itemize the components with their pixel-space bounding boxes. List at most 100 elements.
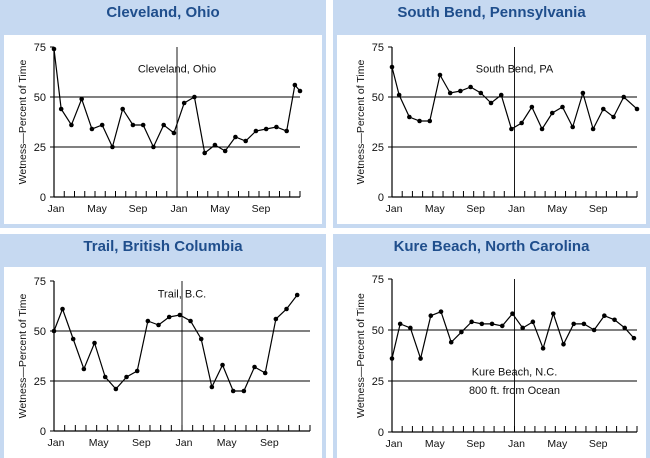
data-point <box>233 134 238 140</box>
x-tick-label: Sep <box>132 437 151 449</box>
x-tick-label: May <box>89 437 110 449</box>
data-point <box>621 94 627 100</box>
data-point <box>262 370 268 376</box>
x-tick-label: Jan <box>171 203 188 215</box>
data-point <box>634 106 640 112</box>
data-point <box>145 318 151 324</box>
data-point <box>550 311 556 316</box>
y-tick-label: 25 <box>34 142 46 154</box>
data-point <box>212 142 218 148</box>
data-point <box>397 321 403 327</box>
data-point <box>590 126 596 132</box>
data-point <box>602 313 607 319</box>
x-tick-label: May <box>217 437 238 449</box>
data-point <box>209 384 215 390</box>
data-point <box>438 309 444 314</box>
data-point <box>407 114 412 120</box>
series-line <box>391 310 635 361</box>
data-point <box>448 339 454 345</box>
data-point <box>241 388 247 394</box>
chart-title: Cleveland, Ohio <box>106 4 220 21</box>
data-point <box>253 128 259 134</box>
y-tick-label: 50 <box>372 325 384 337</box>
x-tick-label: May <box>87 203 108 215</box>
y-tick-label: 25 <box>34 376 46 388</box>
data-point <box>151 144 156 150</box>
data-point <box>70 336 76 342</box>
data-point <box>510 311 515 316</box>
y-tick-label: 25 <box>372 142 384 154</box>
plot-area: 0 25 50 75 Jan May Sep Jan May Sep Wetness—Percent… <box>4 35 322 224</box>
chart-panel-south-bend: South Bend, Pennsylvania 0 25 50 75 Jan May Se… <box>333 0 650 228</box>
x-tick-label: May <box>547 438 568 450</box>
x-tick-label: May <box>425 203 446 215</box>
data-point <box>530 319 536 325</box>
chart-annotation: Trail, B.C. <box>158 289 207 301</box>
data-point <box>468 84 473 90</box>
data-point <box>396 92 402 98</box>
x-tick-label: Jan <box>386 438 403 450</box>
y-tick-label: 75 <box>34 42 46 54</box>
data-point <box>570 124 575 130</box>
chart-annotation: South Bend, PA <box>476 64 554 76</box>
y-tick-label: 75 <box>372 42 384 54</box>
data-point <box>297 88 303 94</box>
data-point <box>89 126 95 132</box>
data-point <box>222 148 228 154</box>
y-axis-label: Wetness—Percent of Time <box>17 59 29 184</box>
data-point <box>58 106 64 112</box>
x-tick-label: Sep <box>589 203 608 215</box>
data-point <box>284 306 289 312</box>
data-point <box>130 122 136 128</box>
data-point <box>611 114 616 120</box>
data-point <box>113 386 119 392</box>
data-point <box>520 325 525 331</box>
chart-panel-kure-beach: Kure Beach, North Carolina 0 25 50 75 Jan May… <box>333 234 650 458</box>
chart-panel-trail: Trail, British Columbia 0 25 50 75 Jan May Sep… <box>0 234 326 458</box>
line-chart: 0 25 50 75 Jan May Sep Jan May Sep Wetness—Percent… <box>355 42 640 215</box>
data-point <box>408 325 413 331</box>
chart-annotation: 800 ft. from Ocean <box>469 385 560 397</box>
data-point <box>124 374 129 380</box>
x-tick-label: Sep <box>252 203 271 215</box>
data-point <box>447 90 453 96</box>
data-point <box>631 335 637 341</box>
y-axis-label: Wetness—Percent of Time <box>17 293 29 418</box>
data-point <box>51 328 57 334</box>
data-point <box>252 364 257 370</box>
data-point <box>489 321 495 327</box>
data-point <box>469 319 474 325</box>
data-point <box>273 316 279 322</box>
data-point <box>294 292 300 298</box>
chart-annotation: Cleveland, Ohio <box>138 64 216 76</box>
data-point <box>437 72 443 78</box>
data-point <box>612 317 617 323</box>
data-point <box>580 90 586 96</box>
data-point <box>202 150 207 156</box>
data-point <box>171 130 177 136</box>
chart-annotation: Kure Beach, N.C. <box>472 366 558 378</box>
x-tick-label: May <box>425 438 446 450</box>
chart-title: South Bend, Pennsylvania <box>397 4 586 21</box>
data-point <box>284 128 289 134</box>
data-point <box>389 356 395 361</box>
data-point <box>529 104 535 110</box>
line-chart: 0 25 50 75 Jan May Sep Jan May Sep Wetness—Percent… <box>355 274 638 450</box>
x-tick-label: Sep <box>129 203 148 215</box>
chart-panel-cleveland: Cleveland, Ohio 0 25 50 75 Jan May Sep Jan May Se… <box>0 0 326 228</box>
data-point <box>192 94 197 100</box>
y-tick-label: 0 <box>40 426 46 438</box>
data-point <box>458 88 463 94</box>
data-point <box>427 118 433 124</box>
data-point <box>389 64 395 70</box>
data-point <box>51 46 57 52</box>
data-point <box>230 388 236 394</box>
data-point <box>79 96 84 102</box>
chart-title: Kure Beach, North Carolina <box>393 238 590 255</box>
x-tick-label: Jan <box>508 203 525 215</box>
series-line <box>53 294 298 392</box>
data-point <box>243 138 248 144</box>
data-point <box>561 341 566 347</box>
data-point <box>498 92 504 98</box>
data-point <box>120 106 125 112</box>
